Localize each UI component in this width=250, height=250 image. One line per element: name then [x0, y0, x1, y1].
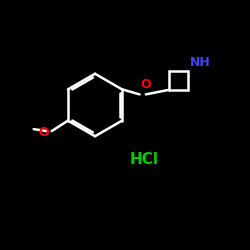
Text: O: O [38, 126, 49, 138]
Text: NH: NH [190, 56, 211, 70]
Text: HCl: HCl [130, 152, 159, 168]
Text: O: O [141, 78, 152, 91]
